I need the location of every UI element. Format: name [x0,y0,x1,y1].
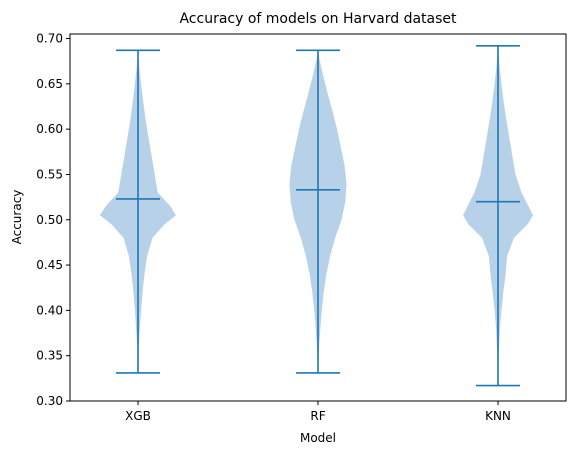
y-tick-label: 0.45 [36,258,63,272]
y-axis-ticks: 0.30 0.35 0.40 0.45 0.50 0.55 0.60 0.65 0.70 [36,32,70,408]
y-tick-label: 0.35 [36,349,63,363]
y-tick-label: 0.50 [36,213,63,227]
y-tick-label: 0.70 [36,32,63,46]
y-tick-label: 0.55 [36,167,63,181]
y-tick-label: 0.65 [36,77,63,91]
y-tick-label: 0.30 [36,394,63,408]
chart-title: Accuracy of models on Harvard dataset [179,11,457,27]
x-axis-label: Model [300,431,336,445]
x-tick-label-rf: RF [310,409,325,423]
y-tick-label: 0.40 [36,303,63,317]
violins-layer [100,44,533,387]
x-tick-label-knn: KNN [485,409,511,423]
plot-frame [69,33,567,402]
y-axis-label: Accuracy [10,190,24,245]
x-tick-label-xgb: XGB [125,409,151,423]
x-axis-ticks: XGB RF KNN [125,401,511,423]
y-tick-label: 0.60 [36,122,63,136]
